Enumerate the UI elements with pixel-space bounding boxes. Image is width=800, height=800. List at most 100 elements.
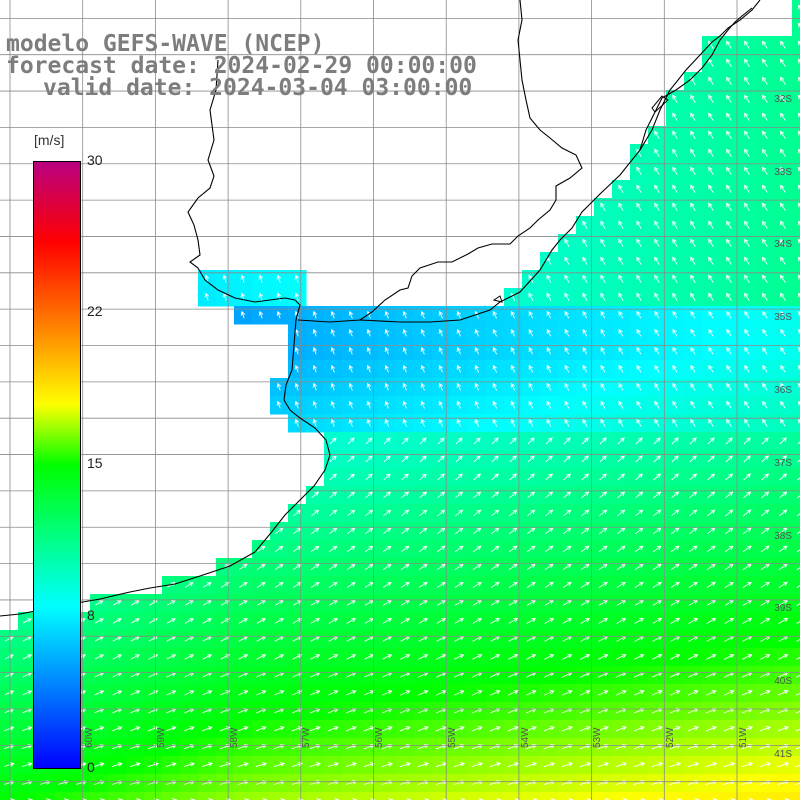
speed-cell [468, 792, 487, 800]
wind-arrow [615, 762, 628, 768]
wind-arrow [778, 654, 789, 660]
wind-arrow [112, 690, 123, 696]
wind-arrow [202, 726, 213, 732]
wind-arrow [384, 328, 390, 337]
wind-arrow [492, 310, 498, 319]
wind-arrow [708, 418, 714, 427]
wind-arrow [437, 473, 446, 481]
wind-arrow [779, 220, 786, 229]
wind-arrow [348, 382, 353, 391]
wind-arrow [420, 418, 425, 427]
wind-arrow [472, 600, 482, 606]
speed-cell [792, 252, 800, 271]
speed-cell [792, 432, 800, 451]
wind-arrow [618, 256, 624, 265]
speed-cell [792, 702, 800, 721]
wind-arrow [687, 762, 700, 768]
wind-arrow [672, 382, 678, 391]
wind-arrow [489, 726, 501, 732]
wind-arrow [564, 346, 570, 355]
wind-arrow [708, 364, 714, 373]
wind-arrow [166, 636, 177, 642]
wind-arrow [491, 509, 500, 517]
wind-arrow [744, 94, 750, 103]
wind-arrow [744, 58, 750, 67]
wind-arrow [618, 328, 624, 337]
wind-arrow [420, 382, 425, 391]
wind-arrow [690, 418, 696, 427]
wind-arrow [797, 495, 800, 499]
wind-arrow [708, 238, 714, 247]
wind-arrow [544, 581, 554, 588]
wind-arrow [600, 400, 606, 409]
wind-arrow [599, 455, 607, 463]
wind-arrow [491, 473, 500, 481]
wind-arrow [796, 656, 800, 660]
lat-label: 41S [774, 749, 792, 760]
wind-arrow [744, 292, 750, 301]
wind-arrow [654, 418, 660, 427]
wind-arrow [509, 455, 517, 463]
wind-arrow [347, 455, 355, 463]
wind-arrow [238, 690, 249, 696]
wind-arrow [761, 437, 769, 445]
wind-arrow [726, 184, 732, 193]
wind-arrow [510, 310, 516, 319]
wind-arrow [184, 618, 194, 624]
wind-arrow [744, 238, 750, 247]
wind-arrow [654, 400, 660, 409]
wind-arrow [526, 581, 536, 588]
wind-arrow [366, 418, 371, 427]
wind-arrow [490, 690, 501, 696]
wind-arrow [582, 274, 588, 283]
wind-arrow [726, 382, 732, 391]
wind-arrow [366, 400, 371, 409]
wind-arrow [564, 292, 570, 301]
wind-arrow [510, 400, 516, 409]
wind-arrow [744, 364, 750, 373]
wind-arrow [202, 582, 212, 588]
speed-cell [792, 108, 800, 127]
wind-arrow [348, 364, 354, 373]
speed-cell [702, 792, 721, 800]
speed-cell [54, 792, 73, 800]
wind-arrow [492, 400, 498, 409]
wind-arrow [527, 437, 535, 445]
wind-arrow [419, 509, 428, 517]
wind-arrow [672, 328, 678, 337]
wind-arrow [94, 654, 105, 660]
wind-arrow [400, 690, 411, 696]
wind-arrow [744, 418, 750, 427]
wind-arrow [581, 491, 590, 499]
wind-arrow [437, 491, 446, 499]
wind-arrow [240, 310, 246, 319]
wind-arrow [472, 690, 483, 696]
wind-arrow [580, 690, 591, 696]
wind-arrow [726, 310, 732, 319]
wind-arrow [724, 563, 734, 571]
wind-arrow [365, 527, 374, 535]
wind-arrow [762, 328, 768, 337]
wind-arrow [328, 600, 338, 606]
wind-arrow [796, 549, 800, 553]
wind-arrow [490, 600, 500, 606]
wind-arrow [383, 545, 392, 552]
wind-arrow [653, 491, 662, 499]
wind-arrow [329, 473, 337, 481]
wind-arrow [796, 567, 800, 571]
speed-cell [792, 594, 800, 613]
wind-arrow [744, 382, 750, 391]
wind-arrow [399, 726, 411, 732]
wind-arrow [726, 202, 732, 211]
wind-arrow [582, 400, 588, 409]
speed-cell [36, 792, 55, 800]
speed-cell [792, 540, 800, 559]
wind-arrow [672, 238, 678, 247]
wind-arrow [419, 545, 428, 553]
lon-label: 56W [374, 727, 385, 748]
wind-arrow [384, 400, 389, 409]
wind-arrow [581, 437, 589, 445]
wind-arrow [528, 310, 534, 319]
wind-arrow [778, 599, 789, 606]
lon-label: 60W [84, 727, 95, 748]
